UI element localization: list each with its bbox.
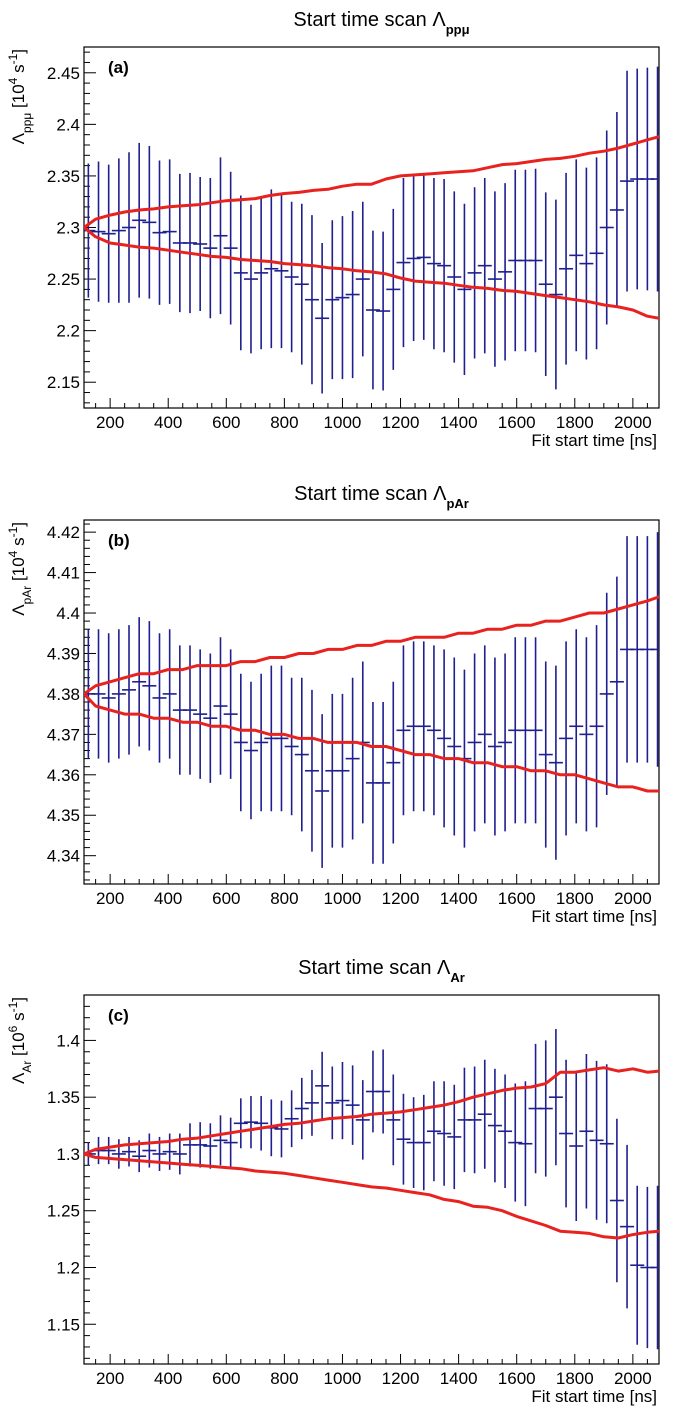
y-tick-label: 2.15 <box>47 373 80 392</box>
y-tick-label: 1.35 <box>47 1088 80 1107</box>
x-tick-label: 2000 <box>614 1369 652 1388</box>
y-tick-label: 1.3 <box>56 1145 80 1164</box>
y-tick-label: 4.35 <box>47 806 80 825</box>
x-tick-label: 800 <box>270 889 298 908</box>
y-tick-label: 2.35 <box>47 167 80 186</box>
x-tick-label: 400 <box>154 889 182 908</box>
y-tick-label: 1.25 <box>47 1202 80 1221</box>
y-tick-label: 2.25 <box>47 270 80 289</box>
y-tick-label: 2.2 <box>56 322 80 341</box>
y-tick-label: 4.34 <box>47 847 80 866</box>
panel-label: (a) <box>108 58 129 77</box>
y-tick-label: 1.4 <box>56 1031 80 1050</box>
y-tick-label: 4.42 <box>47 523 80 542</box>
y-tick-label: 1.15 <box>47 1315 80 1334</box>
y-tick-label: 4.39 <box>47 644 80 663</box>
x-tick-label: 1600 <box>498 889 536 908</box>
x-tick-label: 200 <box>96 889 124 908</box>
band-line-lower <box>84 1152 659 1240</box>
x-tick-label: 1400 <box>440 413 478 432</box>
x-tick-label: 800 <box>270 413 298 432</box>
x-tick-label: 1800 <box>556 1369 594 1388</box>
x-tick-label: 1200 <box>382 1369 420 1388</box>
band-line-upper <box>84 595 659 696</box>
x-tick-label: 200 <box>96 413 124 432</box>
chart-title: Start time scan ΛAr <box>298 957 465 985</box>
y-tick-label: 4.38 <box>47 685 80 704</box>
x-tick-label: 1200 <box>382 413 420 432</box>
y-tick-label: 4.41 <box>47 564 80 583</box>
x-tick-label: 600 <box>212 413 240 432</box>
x-tick-label: 1000 <box>324 1369 362 1388</box>
x-tick-label: 1800 <box>556 889 594 908</box>
x-tick-label: 1400 <box>440 1369 478 1388</box>
y-tick-label: 4.36 <box>47 766 80 785</box>
x-tick-label: 2000 <box>614 889 652 908</box>
plot-data <box>84 532 659 868</box>
band-line-lower <box>84 226 659 320</box>
x-tick-label: 600 <box>212 1369 240 1388</box>
x-tick-label: 200 <box>96 1369 124 1388</box>
band-line-lower <box>84 692 659 793</box>
chart-panel-1: Start time scan ΛpAr 200 400 600 800 1000 1200… <box>6 483 660 926</box>
chart-title: Start time scan Λppμ <box>293 9 469 37</box>
plot-data <box>84 1029 659 1350</box>
y-tick-label: 2.3 <box>56 219 80 238</box>
x-tick-label: 2000 <box>614 413 652 432</box>
band-line-upper <box>84 1066 659 1156</box>
chart-panel-0: Start time scan Λppμ 200 400 600 800 1000 1200… <box>6 9 660 450</box>
x-axis-label: Fit start time [ns] <box>531 907 657 926</box>
x-tick-label: 800 <box>270 1369 298 1388</box>
y-tick-label: 2.4 <box>56 115 80 134</box>
x-tick-label: 1400 <box>440 889 478 908</box>
x-tick-label: 400 <box>154 1369 182 1388</box>
x-axis-label: Fit start time [ns] <box>531 431 657 450</box>
x-tick-label: 1600 <box>498 413 536 432</box>
chart-panel-2: Start time scan ΛAr 200 400 600 800 1000 1200 1… <box>6 957 660 1406</box>
y-tick-label: 4.37 <box>47 725 80 744</box>
x-tick-label: 1000 <box>324 889 362 908</box>
y-tick-label: 4.4 <box>56 604 80 623</box>
x-tick-label: 1800 <box>556 413 594 432</box>
y-tick-label: 1.2 <box>56 1258 80 1277</box>
panel-label: (b) <box>108 531 130 550</box>
y-axis-label: ΛAr [106 s-1] <box>6 997 34 1084</box>
x-tick-label: 1000 <box>324 413 362 432</box>
plot-data <box>84 66 659 394</box>
plot-frame <box>83 994 660 1365</box>
x-tick-label: 1200 <box>382 889 420 908</box>
y-tick-label: 2.45 <box>47 64 80 83</box>
panel-label: (c) <box>108 1006 129 1025</box>
band-line-upper <box>84 135 659 229</box>
y-axis-label: ΛpAr [104 s-1] <box>6 522 34 616</box>
x-tick-label: 400 <box>154 413 182 432</box>
x-tick-label: 600 <box>212 889 240 908</box>
x-tick-label: 1600 <box>498 1369 536 1388</box>
y-axis-label: Λppμ [104 s-1] <box>6 49 34 144</box>
x-axis-label: Fit start time [ns] <box>531 1387 657 1406</box>
chart-title: Start time scan ΛpAr <box>294 483 469 511</box>
